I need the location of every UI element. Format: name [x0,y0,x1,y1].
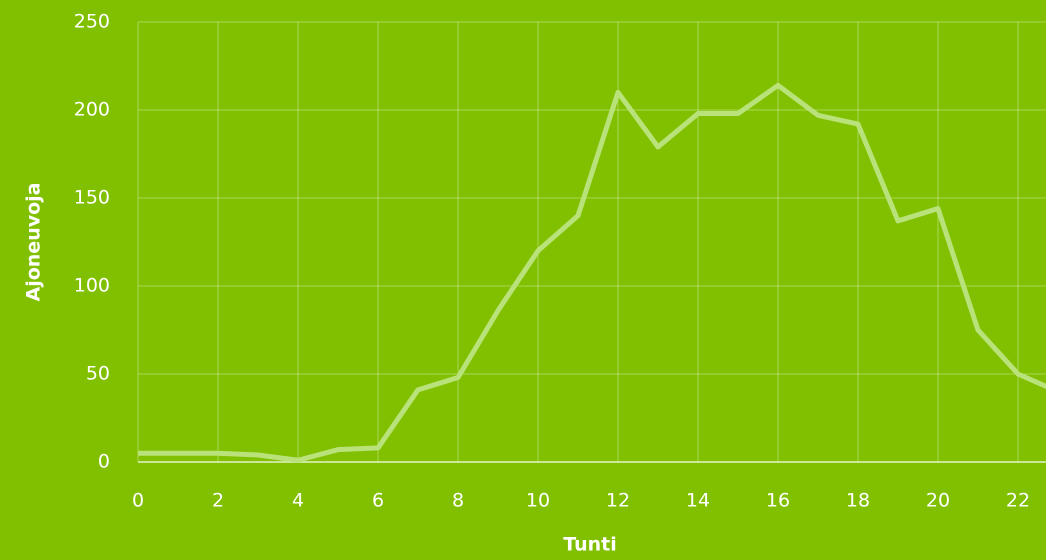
x-tick-label: 8 [452,490,464,512]
y-tick-label: 50 [86,363,110,385]
x-tick-label: 22 [1006,490,1030,512]
y-axis-label: Ajoneuvoja [23,183,45,302]
x-tick-label: 10 [526,490,550,512]
y-tick-label: 250 [74,11,110,33]
x-tick-label: 14 [686,490,710,512]
y-tick-label: 0 [98,451,110,473]
y-tick-label: 200 [74,99,110,121]
x-tick-label: 2 [212,490,224,512]
x-tick-label: 18 [846,490,870,512]
x-tick-label: 4 [292,490,304,512]
x-tick-label: 20 [926,490,950,512]
x-tick-label: 6 [372,490,384,512]
x-tick-label: 0 [132,490,144,512]
x-tick-label: 16 [766,490,790,512]
x-axis-label: Tunti [563,534,617,556]
x-tick-label: 12 [606,490,630,512]
y-tick-label: 150 [74,187,110,209]
data-line [138,82,1046,463]
y-tick-label: 100 [74,275,110,297]
